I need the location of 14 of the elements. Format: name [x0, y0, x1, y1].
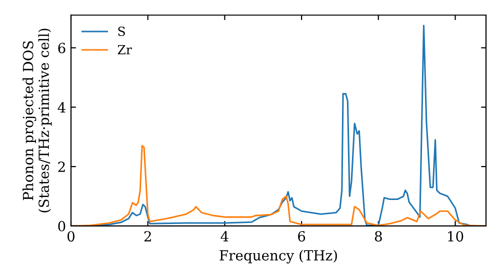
x-tick-label: 4	[220, 231, 228, 242]
legend-label: S	[118, 26, 125, 36]
y-tick-label: 0	[58, 220, 66, 232]
y-tick-label: 2	[58, 162, 65, 172]
x-tick-label: 8	[374, 231, 382, 242]
y-axis-title: Phonon projected DOS (States/THz·primitive cell)	[22, 28, 52, 212]
y-tick-label: 4	[58, 102, 66, 112]
x-tick-label: 2	[144, 231, 151, 242]
x-tick-label: 10	[448, 231, 464, 242]
legend-label: Zr	[118, 45, 132, 54]
y-tick-label: 6	[58, 42, 66, 54]
x-axis-title: Frequency (THz)	[220, 250, 337, 264]
x-tick-label: 0	[67, 231, 74, 242]
x-tick-label: 6	[298, 231, 306, 242]
